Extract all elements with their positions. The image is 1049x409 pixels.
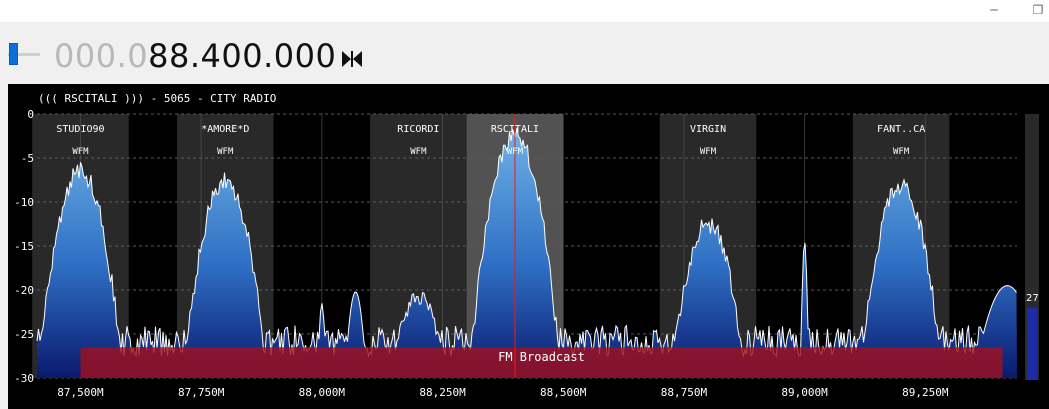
station-name-label[interactable]: RICORDI — [397, 124, 439, 135]
x-tick-label: 88,500M — [540, 386, 587, 399]
spectrum-panel: FM Broadcast STUDIO90 WFM *AMORE*D WFM RICORD… — [0, 84, 1049, 409]
station-mode-label: WFM — [893, 147, 910, 157]
y-tick-label: -15 — [14, 240, 34, 253]
x-tick-label: 87,750M — [178, 386, 225, 399]
station-mode-label: WFM — [217, 147, 234, 157]
x-tick-label: 87,500M — [57, 386, 104, 399]
spectrum-fill — [37, 127, 1017, 378]
spectrum-trace — [36, 127, 1017, 358]
station-mode-label: WFM — [507, 147, 524, 157]
station-name-label[interactable]: VIRGIN — [690, 124, 726, 135]
x-tick-label: 89,000M — [781, 386, 828, 399]
band-label: FM Broadcast — [498, 350, 585, 364]
station-name-label[interactable]: *AMORE*D — [201, 124, 249, 135]
frequency-prefix[interactable]: 000.0 — [54, 37, 149, 75]
station-mode-label: WFM — [700, 147, 717, 157]
x-tick-label: 88,000M — [299, 386, 346, 399]
frequency-main[interactable]: 88.400.000 — [148, 37, 337, 75]
spectrum-chart[interactable]: FM Broadcast STUDIO90 WFM *AMORE*D WFM RICORD… — [0, 84, 1049, 409]
minimize-icon[interactable]: ─ — [990, 3, 998, 17]
y-tick-label: -20 — [14, 284, 34, 297]
bandwidth-toggle-icon[interactable] — [340, 48, 364, 70]
restore-icon[interactable]: ❐ — [1032, 3, 1044, 17]
station-name-label[interactable]: STUDIO90 — [56, 124, 104, 135]
gain-slider-track — [8, 53, 40, 56]
level-meter-fill — [1027, 308, 1037, 380]
station-title: ((( RSCITALI ))) - 5065 - CITY RADIO — [38, 92, 277, 105]
band-bar[interactable] — [80, 347, 1003, 378]
gain-slider-thumb[interactable] — [9, 43, 18, 65]
x-tick-label: 89,250M — [902, 386, 949, 399]
y-tick-label: -5 — [21, 152, 34, 165]
y-tick-label: -10 — [14, 196, 34, 209]
frequency-display[interactable]: 000.088.400.000 — [54, 36, 336, 76]
x-tick-label: 88,750M — [661, 386, 708, 399]
station-name-label[interactable]: RSCITALI — [491, 124, 539, 135]
y-tick-label: -30 — [14, 372, 34, 385]
level-meter — [1025, 114, 1039, 380]
level-meter-value: 27 — [1026, 293, 1039, 304]
x-tick-label: 88,250M — [419, 386, 466, 399]
station-mode-label: WFM — [72, 147, 89, 157]
station-name-label[interactable]: FANT..CA — [877, 124, 925, 135]
station-mode-label: WFM — [410, 147, 427, 157]
window-titlebar: ─ ❐ — [0, 0, 1049, 22]
y-tick-label: -25 — [14, 328, 34, 341]
tuner-toolbar — [0, 22, 1049, 84]
gain-slider[interactable] — [6, 42, 42, 66]
y-tick-label: 0 — [27, 108, 34, 121]
